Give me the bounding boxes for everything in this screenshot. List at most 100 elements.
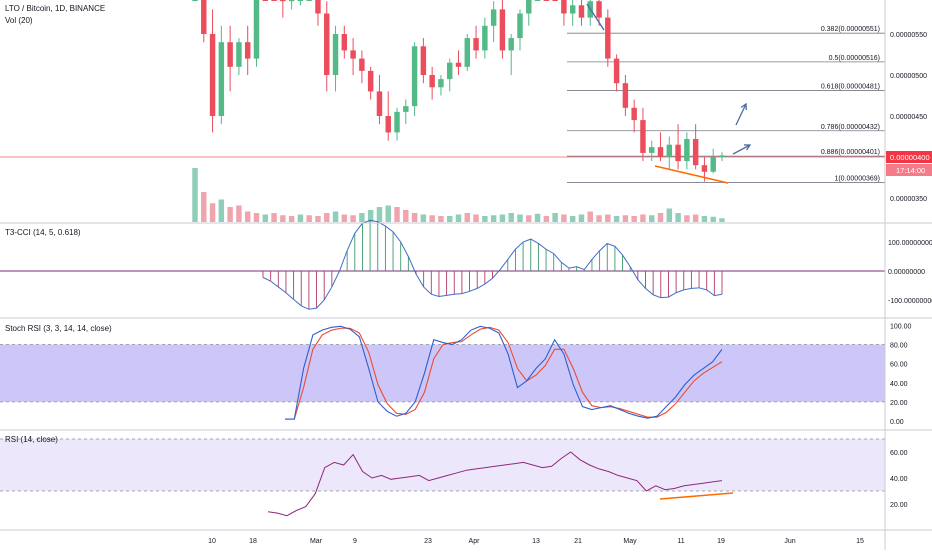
- candle-body: [244, 42, 251, 59]
- candle-body: [561, 0, 567, 14]
- drawing-tools[interactable]: [586, 3, 752, 184]
- volume-bar: [236, 205, 242, 222]
- time-tick-label: 11: [677, 538, 684, 545]
- volume-bar: [543, 216, 550, 222]
- candle-body: [605, 17, 611, 59]
- volume-bar: [561, 214, 567, 222]
- candle-body: [499, 9, 506, 51]
- volume-bar: [517, 214, 523, 222]
- candle-body: [526, 0, 532, 14]
- volume-bar: [701, 216, 708, 222]
- stoch-rsi-legend[interactable]: Stoch RSI (3, 3, 14, 14, close): [5, 324, 112, 333]
- volume-bar: [192, 168, 198, 222]
- price-tick-label: 0.00000350: [890, 196, 927, 203]
- price-tick-label: 0.00000500: [890, 73, 927, 80]
- stoch-tick-label: 20.00: [890, 400, 908, 407]
- fib-level-label: 1(0.00000369): [834, 175, 880, 182]
- volume-bar: [341, 214, 348, 222]
- rsi-legend[interactable]: RSI (14, close): [5, 435, 58, 444]
- t3-cci-legend[interactable]: T3-CCI (14, 5, 0.618): [5, 228, 81, 237]
- fib-level-label: 0.618(0.00000481): [821, 84, 880, 91]
- rsi-tick-label: 40.00: [890, 476, 908, 483]
- stoch-tick-label: 40.00: [890, 381, 908, 388]
- candle-body: [359, 58, 365, 71]
- candle-body: [710, 157, 716, 172]
- volume-bar: [578, 214, 585, 222]
- candle-body: [666, 144, 673, 157]
- time-tick-label: May: [623, 538, 637, 545]
- volume-bar: [201, 192, 207, 222]
- volume-bar: [710, 216, 716, 222]
- volume-bar: [411, 213, 418, 222]
- volume-bar: [534, 213, 541, 222]
- candle-body: [490, 9, 497, 26]
- volume-legend[interactable]: Vol (20): [5, 16, 33, 25]
- rsi-line: [267, 451, 723, 517]
- candle-body: [315, 0, 321, 14]
- candle-body: [649, 147, 655, 153]
- volume-bar: [297, 214, 304, 222]
- price-trendline: [654, 165, 729, 184]
- volume-bar: [596, 215, 602, 222]
- candle-body: [262, 0, 268, 1]
- symbol-title[interactable]: LTO / Bitcoin, 1D, BINANCE: [5, 4, 105, 13]
- candle-body: [236, 42, 242, 67]
- candle-body: [631, 107, 637, 121]
- volume-bar: [209, 203, 216, 222]
- price-axis[interactable]: 0.00000550 0.00000500 0.00000450 0.00000350…: [888, 32, 932, 509]
- volume-bar: [253, 213, 260, 222]
- volume-bar: [684, 215, 690, 222]
- volume-bar: [218, 199, 225, 222]
- candle-body: [306, 0, 312, 1]
- volume-bar: [244, 211, 251, 222]
- candle-body: [209, 34, 216, 116]
- volume-bar: [464, 213, 471, 222]
- time-tick-label: 9: [353, 538, 357, 545]
- volume-bar: [332, 211, 339, 222]
- fib-level-label: 0.886(0.00000401): [821, 149, 880, 156]
- rsi-tick-label: 60.00: [890, 450, 908, 457]
- volume-bar: [280, 215, 286, 222]
- volume-bar: [394, 207, 400, 222]
- volume-bar: [719, 218, 725, 222]
- volume-bar: [367, 210, 374, 222]
- candle-body: [517, 13, 523, 39]
- candle-body: [420, 46, 427, 75]
- candle-body: [578, 5, 585, 18]
- volume-bar: [657, 213, 664, 222]
- candle-body: [613, 58, 620, 84]
- volume-bar: [227, 207, 233, 222]
- volume-bar: [569, 216, 576, 222]
- stoch-d-line: [285, 326, 723, 420]
- cci-tick-label: 100.00000000: [888, 240, 932, 247]
- volume-bar: [587, 211, 593, 222]
- candle-body: [534, 0, 541, 1]
- candle-body: [640, 120, 646, 153]
- time-tick-label: 18: [249, 538, 257, 545]
- candle-body: [596, 1, 602, 18]
- candle-body: [288, 0, 295, 2]
- candle-body: [271, 0, 277, 1]
- candle-body: [508, 38, 514, 51]
- time-axis[interactable]: 10 18 Mar 9 23 Apr 13 21 May 11 19 Jun 15: [208, 538, 864, 545]
- time-tick-label: 15: [856, 538, 864, 545]
- volume-bar: [429, 215, 435, 222]
- time-tick-label: 23: [424, 538, 432, 545]
- candle-body: [675, 144, 681, 162]
- stoch-tick-label: 60.00: [890, 362, 908, 369]
- volume-bar: [376, 207, 383, 222]
- cci-tick-label: 0.00000000: [888, 269, 925, 276]
- volume-bar: [271, 213, 277, 222]
- volume-bar: [613, 216, 620, 222]
- projection-arrow: [735, 103, 747, 126]
- candle-body: [227, 42, 233, 67]
- price-tick-label: 0.00000450: [890, 114, 927, 121]
- candle-body: [446, 62, 453, 80]
- last-price-label: 0.00000400 17:14:00: [886, 151, 932, 176]
- time-tick-label: Mar: [310, 538, 323, 545]
- svg-text:17:14:00: 17:14:00: [896, 166, 925, 175]
- volume-bar: [262, 214, 268, 222]
- candle-body: [684, 138, 690, 162]
- time-tick-label: Apr: [469, 538, 481, 545]
